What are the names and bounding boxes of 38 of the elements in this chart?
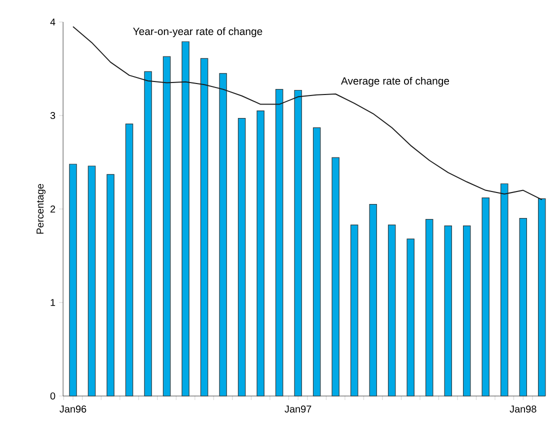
y-tick-label: 4 xyxy=(50,18,56,26)
bar xyxy=(294,90,302,396)
bar xyxy=(500,183,508,396)
bar xyxy=(88,166,96,396)
y-tick-label: 1 xyxy=(50,299,56,306)
bar xyxy=(482,197,490,396)
series-label: Year-on-year rate of change xyxy=(133,27,262,38)
x-tick-label: Jan98 xyxy=(510,406,536,413)
bar xyxy=(144,71,152,396)
bar xyxy=(332,157,340,396)
bar xyxy=(312,127,321,396)
bar xyxy=(219,73,227,396)
bar xyxy=(182,41,190,396)
bar xyxy=(238,118,246,396)
bar xyxy=(69,164,77,396)
x-tick-label: Jan97 xyxy=(284,406,312,413)
bar xyxy=(388,224,396,396)
line-series xyxy=(72,26,542,200)
bar xyxy=(275,89,284,396)
series-label: Average rate of change xyxy=(340,76,450,87)
bar xyxy=(406,238,414,396)
bar xyxy=(256,110,264,396)
x-tick-label: Jan96 xyxy=(60,406,86,413)
bar xyxy=(200,58,208,396)
bar xyxy=(463,226,471,396)
y-tick-label: 3 xyxy=(50,112,56,120)
bar xyxy=(162,56,171,396)
y-tick-label: 0 xyxy=(50,392,56,400)
y-tick-label: 2 xyxy=(50,206,56,212)
y-axis-title: Percentage xyxy=(36,184,46,234)
bar xyxy=(444,226,452,396)
bar xyxy=(538,198,546,396)
bar xyxy=(106,174,114,396)
bar xyxy=(125,124,134,396)
bar xyxy=(519,218,527,396)
bar xyxy=(369,204,377,396)
bar xyxy=(425,218,434,396)
bar xyxy=(350,224,358,396)
